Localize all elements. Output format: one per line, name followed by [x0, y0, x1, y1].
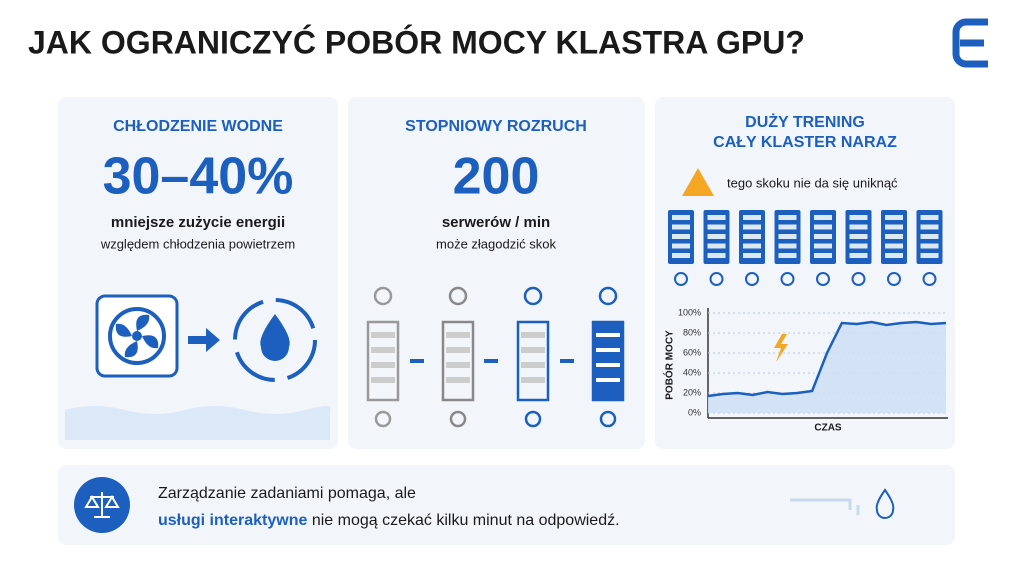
server-slot — [707, 224, 726, 230]
cooling-icons — [65, 294, 331, 440]
faucet-icon — [790, 488, 895, 519]
server-slot — [672, 234, 690, 239]
power-icon — [851, 272, 866, 286]
server-slot — [707, 234, 726, 239]
server-slot — [743, 234, 761, 239]
cluster-icons — [668, 210, 943, 286]
warning-icon — [682, 168, 714, 196]
server-slot — [814, 243, 832, 249]
server-slot — [920, 224, 939, 230]
server-slot — [849, 215, 868, 220]
server-slot — [778, 234, 797, 239]
server-slot — [672, 243, 690, 249]
server-slot — [885, 224, 903, 230]
power-icon — [922, 272, 937, 286]
server-slot — [849, 234, 868, 239]
power-icon — [780, 272, 795, 286]
server-slot — [920, 215, 939, 220]
panel-title: CAŁY KLASTER NARAZ — [713, 134, 897, 151]
scales-icon — [84, 492, 120, 518]
server-slot — [885, 243, 903, 249]
server-slot — [707, 253, 726, 258]
server-slot — [707, 215, 726, 220]
server-slot — [920, 243, 939, 249]
server-slot — [743, 253, 761, 258]
panel-title: DUŻY TRENING — [745, 113, 865, 131]
server-slot — [849, 253, 868, 258]
server-slot — [920, 234, 939, 239]
caption: może złagodzić skok — [436, 236, 556, 251]
server-slot — [743, 224, 761, 230]
server-slot — [672, 253, 690, 258]
server-slot — [743, 243, 761, 249]
power-icon — [674, 272, 688, 286]
y-tick-label: 80% — [683, 327, 701, 337]
card — [58, 465, 955, 545]
panel-title: STOPNIOWY ROZRUCH — [405, 118, 587, 135]
area-fill — [708, 322, 946, 413]
server-slot — [885, 253, 903, 258]
highlight: usługi interaktywne — [158, 512, 307, 529]
big-number: 30–40% — [103, 148, 294, 206]
server-slot — [814, 234, 832, 239]
server-slot — [778, 253, 797, 258]
x-axis-label: CZAS — [814, 423, 842, 434]
server-slot — [849, 243, 868, 249]
y-tick-label: 100% — [678, 307, 701, 317]
y-tick-label: 40% — [683, 367, 701, 377]
footer-rest: nie mogą czekać kilku minut na odpowiedź… — [307, 512, 619, 529]
y-tick-label: 60% — [683, 347, 701, 357]
big-number: 200 — [453, 148, 540, 206]
server-slot — [672, 215, 690, 220]
power-icon — [745, 272, 759, 286]
ramp-icons — [366, 286, 625, 428]
footer-text: usługi interaktywne nie mogą czekać kilk… — [158, 512, 620, 529]
server-slot — [814, 224, 832, 230]
caption: mniejsze zużycie energii — [111, 214, 285, 231]
panel-title: CHŁODZENIE WODNE — [113, 118, 283, 135]
server-slot — [885, 234, 903, 239]
page-title: JAK OGRANICZYĆ POBÓR MOCY KLASTRA GPU? — [28, 24, 805, 60]
power-icon — [816, 272, 830, 286]
server-slot — [849, 224, 868, 230]
logo — [952, 18, 988, 68]
server-slot — [672, 224, 690, 230]
power-icon — [709, 272, 724, 286]
server-slot — [707, 243, 726, 249]
caption: serwerów / min — [442, 214, 550, 231]
server-slot — [885, 215, 903, 220]
power-chart: POBÓR MOCY CZAS 0% 20% 40% 60% 80% 100% — [663, 307, 948, 434]
lightning-icon — [774, 334, 788, 362]
y-tick-label: 20% — [683, 387, 701, 397]
server-slot — [778, 243, 797, 249]
server-slot — [814, 253, 832, 258]
footer-text: Zarządzanie zadaniami pomaga, ale — [158, 485, 416, 502]
area-line — [707, 320, 947, 398]
server-slot — [743, 215, 761, 220]
y-axis-label: POBÓR MOCY — [663, 330, 676, 400]
y-tick-label: 0% — [688, 407, 701, 417]
power-icon — [887, 272, 901, 286]
server-slot — [778, 215, 797, 220]
caption: względem chłodzenia powietrzem — [100, 236, 295, 251]
server-slot — [814, 215, 832, 220]
server-slot — [778, 224, 797, 230]
server-slot — [920, 253, 939, 258]
warning-text: tego skoku nie da się uniknąć — [727, 175, 898, 190]
